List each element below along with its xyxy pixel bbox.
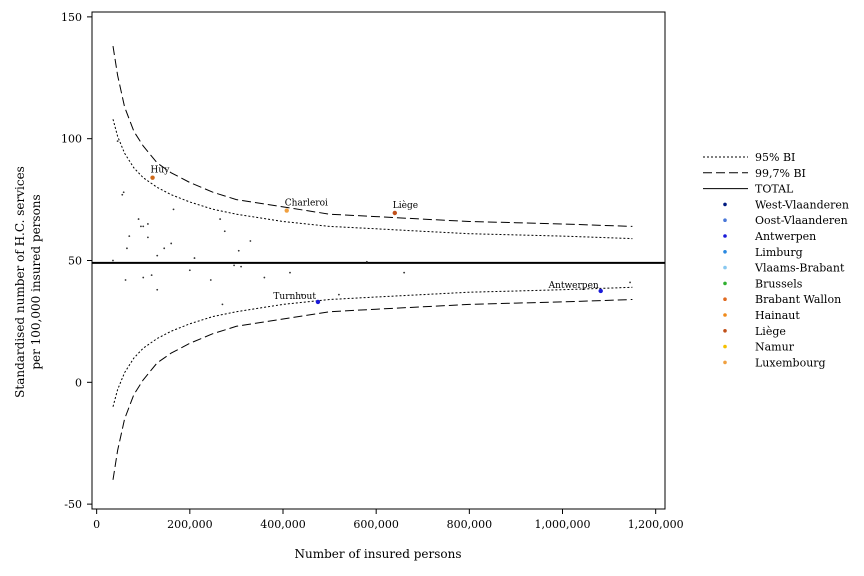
data-point [249, 240, 252, 242]
point-label: Huy [151, 166, 171, 176]
data-point [219, 218, 222, 220]
data-point [300, 293, 303, 296]
legend-marker [723, 297, 727, 302]
legend-marker [723, 329, 727, 333]
legend-label: Oost-Vlaanderen [755, 214, 848, 227]
y-axis-title-line-2: per 100,000 insured persons [29, 194, 43, 369]
y-tick-label: 100 [61, 133, 82, 146]
point-label: Antwerpen [548, 281, 599, 291]
point-label: Charleroi [285, 199, 328, 209]
data-points [112, 140, 631, 306]
legend-label: 95% BI [755, 151, 795, 164]
y-tick-label: -50 [64, 498, 82, 511]
curve-dotted-lower [112, 286, 633, 407]
data-point [121, 193, 124, 196]
data-point [150, 274, 153, 277]
highlight-point [284, 208, 289, 213]
data-point [170, 242, 173, 245]
data-point [128, 235, 131, 238]
x-tick-label: 1,000,000 [535, 518, 591, 531]
data-point [263, 276, 266, 279]
data-point [188, 269, 191, 272]
data-point [124, 279, 127, 281]
legend-marker [723, 250, 727, 254]
y-axis-title-line-1: Standardised number of H.C. services [13, 166, 27, 398]
data-point [140, 225, 142, 228]
data-point [137, 218, 140, 220]
data-point [240, 265, 242, 268]
legend-label: Luxembourg [755, 356, 826, 369]
data-point [116, 140, 119, 143]
data-point [221, 303, 224, 306]
y-tick-label: 0 [75, 376, 82, 389]
y-tick-label: 50 [68, 255, 82, 268]
data-point [209, 279, 212, 281]
highlight-point [150, 175, 155, 180]
legend-label: TOTAL [755, 183, 794, 196]
highlight-point [598, 288, 603, 294]
point-label: Liège [393, 200, 418, 211]
data-point [289, 271, 291, 274]
curve-dashed-lower [112, 299, 633, 480]
legend-label: Hainaut [755, 309, 800, 322]
data-point [142, 225, 145, 228]
data-point [365, 260, 368, 263]
funnel-curves [112, 46, 633, 480]
legend-marker [723, 265, 727, 270]
x-tick-label: 600,000 [353, 518, 399, 531]
legend-label: Antwerpen [754, 230, 816, 243]
legend-marker [723, 234, 727, 238]
data-point [163, 247, 166, 250]
curve-dashed-upper [112, 46, 633, 227]
data-point [112, 259, 114, 262]
x-tick-label: 0 [93, 518, 100, 531]
data-point [147, 223, 149, 225]
data-point [142, 276, 145, 279]
legend: 95% BI 99,7% BI TOTAL West-Vlaanderen Oost-V… [703, 151, 849, 369]
x-tick-label: 400,000 [260, 518, 306, 531]
x-tick-label: 800,000 [447, 518, 493, 531]
y-axis: -50 0 50 100 150 [61, 11, 92, 511]
data-point [122, 191, 125, 194]
data-point [629, 281, 631, 284]
x-axis: 0 200,000 400,000 600,000 800,000 1,000,000 1,… [93, 509, 684, 531]
legend-label: 99,7% BI [755, 167, 806, 180]
point-annotations: Huy Charleroi Liège Turnhout Antwerpen [151, 166, 599, 302]
data-point [126, 247, 128, 250]
data-point [172, 208, 175, 211]
legend-marker [723, 360, 727, 365]
highlight-point [315, 299, 321, 305]
legend-marker [723, 218, 727, 222]
legend-label: Namur [755, 341, 795, 354]
y-tick-label: 150 [61, 11, 82, 24]
legend-label: Limburg [755, 246, 803, 259]
x-tick-label: 200,000 [167, 518, 213, 531]
legend-marker [723, 202, 727, 207]
data-point [156, 254, 159, 257]
x-tick-label: 1,200,000 [628, 518, 684, 531]
y-axis-title: Standardised number of H.C. services per… [13, 166, 43, 398]
plot-frame [91, 11, 666, 510]
point-label: Turnhout [273, 292, 316, 302]
data-point [403, 271, 406, 274]
legend-label: Brabant Wallon [755, 293, 841, 306]
data-point [156, 288, 159, 291]
data-point [338, 293, 340, 296]
legend-label: Vlaams-Brabant [754, 262, 845, 275]
legend-marker [723, 281, 727, 286]
legend-label: Liège [755, 325, 786, 338]
highlight-point [392, 210, 398, 216]
legend-label: Brussels [755, 277, 803, 290]
legend-label: West-Vlaanderen [755, 198, 849, 211]
data-point [237, 249, 240, 252]
data-point [233, 264, 235, 267]
data-point [147, 236, 149, 239]
legend-marker [723, 313, 727, 317]
data-point [223, 230, 226, 233]
data-point [193, 257, 196, 259]
x-axis-title: Number of insured persons [295, 547, 462, 561]
curve-dotted-upper [112, 119, 633, 240]
legend-marker [723, 344, 727, 349]
